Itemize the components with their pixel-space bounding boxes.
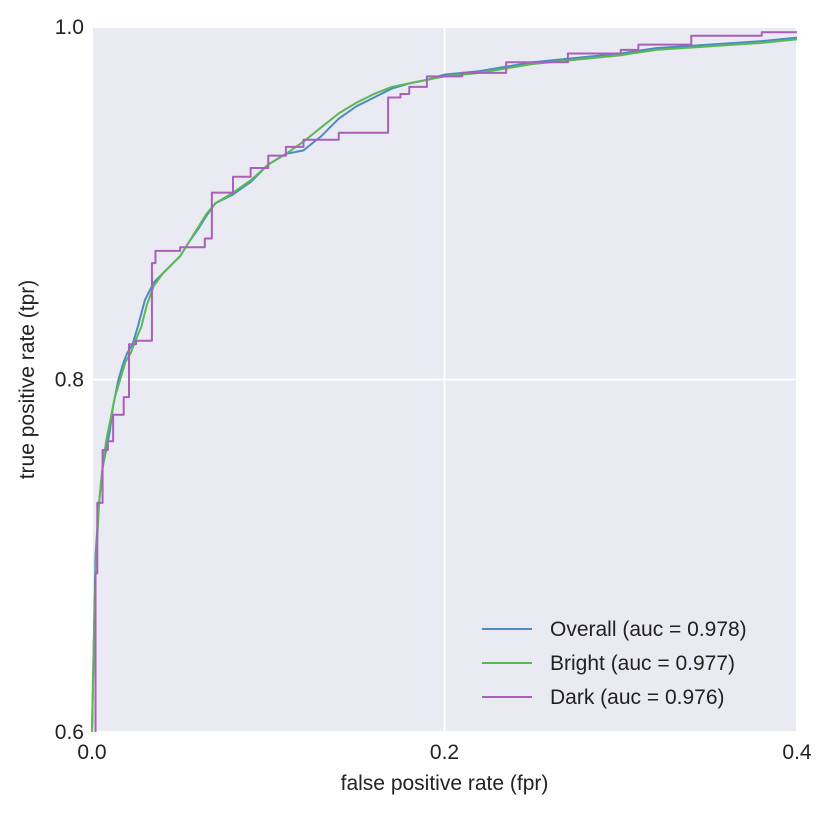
legend: Overall (auc = 0.978) Bright (auc = 0.977… bbox=[482, 618, 747, 709]
x-axis-label: false positive rate (fpr) bbox=[341, 772, 549, 795]
y-tick-label: 1.0 bbox=[55, 16, 84, 39]
legend-label-2: Dark (auc = 0.976) bbox=[550, 686, 725, 709]
y-tick-label: 0.6 bbox=[55, 721, 84, 744]
y-tick-label: 0.8 bbox=[55, 369, 84, 392]
series-lines bbox=[91, 31, 798, 733]
tick-labels: 0.0 0.2 0.4 0.6 0.8 1.0 bbox=[55, 16, 812, 764]
x-tick-label: 0.4 bbox=[782, 741, 812, 764]
grid-lines bbox=[91, 26, 798, 733]
legend-label-0: Overall (auc = 0.978) bbox=[550, 618, 747, 641]
legend-label-1: Bright (auc = 0.977) bbox=[550, 652, 735, 675]
series-line-2 bbox=[94, 31, 797, 732]
x-tick-label: 0.2 bbox=[430, 741, 459, 764]
x-tick-label: 0.0 bbox=[77, 741, 106, 764]
y-axis-label: true positive rate (tpr) bbox=[16, 280, 39, 480]
